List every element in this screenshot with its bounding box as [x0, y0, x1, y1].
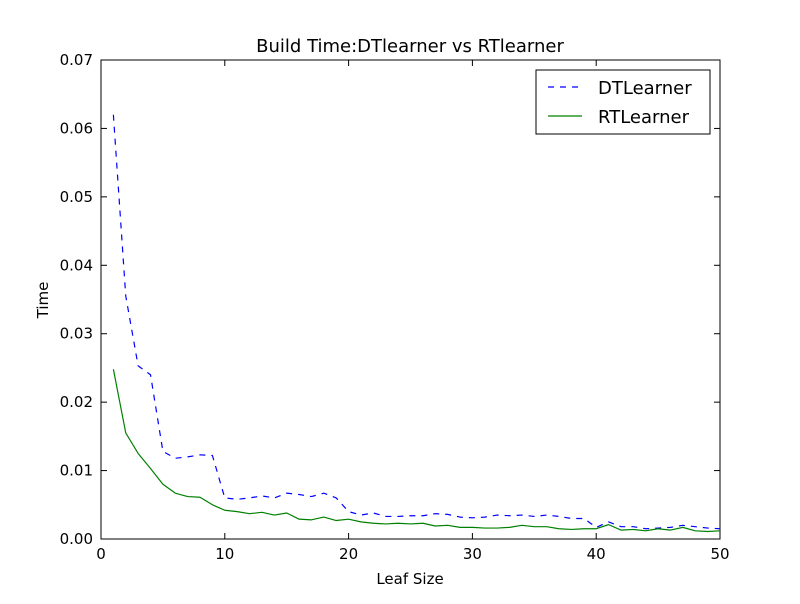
x-tick-label: 0	[96, 545, 106, 563]
plot-frame	[100, 59, 721, 540]
legend-label-dtlearner: DTLearner	[598, 78, 692, 99]
y-axis-ticks: 0.00 0.01 0.02 0.03 0.04 0.05 0.06 0.07	[60, 51, 720, 548]
x-tick-label: 50	[710, 545, 729, 563]
legend-label-rtlearner: RTLearner	[598, 107, 690, 128]
y-tick-label: 0.00	[60, 530, 93, 548]
series-layer	[112, 114, 721, 533]
plot-area	[100, 59, 721, 540]
legend: DTLearner RTLearner	[535, 69, 711, 135]
y-tick-label: 0.01	[60, 462, 93, 480]
x-tick-label: 30	[463, 545, 482, 563]
x-tick-label: 40	[587, 545, 606, 563]
x-tick-label: 20	[339, 545, 358, 563]
series-line-rtlearner	[112, 369, 721, 533]
y-axis-label: Time	[34, 282, 52, 320]
y-tick-label: 0.02	[60, 393, 93, 411]
y-tick-label: 0.07	[60, 51, 93, 69]
x-axis-ticks: 0 10 20 30 40 50	[96, 60, 730, 563]
chart-title: Build Time:DTlearner vs RTlearner	[256, 36, 564, 57]
x-axis-label: Leaf Size	[376, 570, 443, 588]
y-tick-label: 0.05	[60, 188, 93, 206]
y-tick-label: 0.03	[60, 325, 93, 343]
y-tick-label: 0.04	[60, 256, 93, 274]
y-tick-label: 0.06	[60, 119, 93, 137]
legend-box	[535, 69, 711, 135]
x-tick-label: 10	[215, 545, 234, 563]
